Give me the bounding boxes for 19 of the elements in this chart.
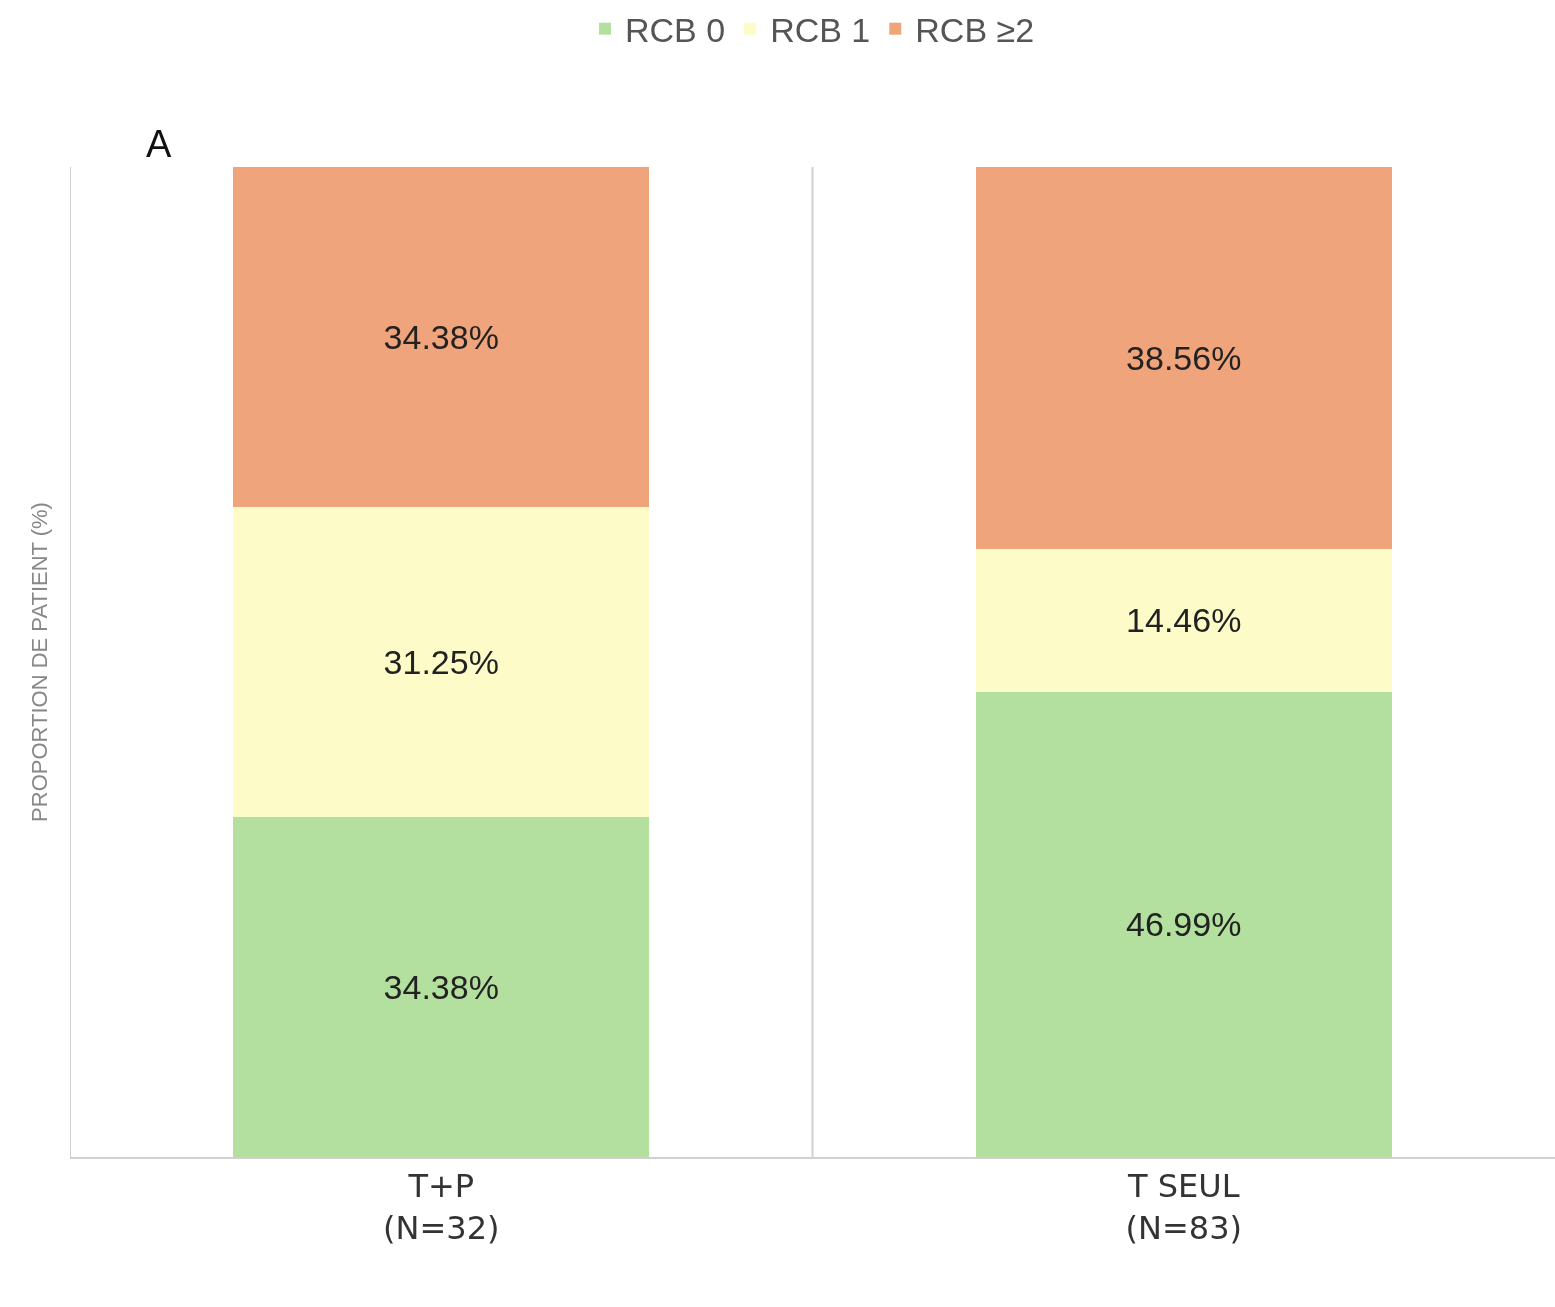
bar (233, 816, 650, 1157)
x-tick-label: T+P (N=32) (383, 1167, 500, 1247)
bar (975, 548, 1392, 692)
bar (975, 691, 1392, 1157)
data-label: 14.46% (1126, 601, 1242, 640)
x-tick-label: T SEUL (N=83) (1125, 1167, 1242, 1247)
y-axis-title: PROPORTION DE PATIENT (%) (26, 502, 52, 822)
data-label: 46.99% (1126, 905, 1242, 944)
bar (975, 167, 1392, 549)
text: A (146, 123, 172, 165)
bar (233, 507, 650, 817)
legend-label: RCB ≥2 (915, 10, 1035, 49)
legend-label: RCB 1 (770, 10, 871, 49)
data-label: 38.56% (1126, 338, 1242, 377)
bar (233, 167, 650, 508)
data-label: 31.25% (383, 643, 499, 681)
data-label: 34.38% (383, 318, 499, 357)
legend-label: RCB 0 (625, 10, 726, 49)
data-label: 34.38% (383, 967, 499, 1006)
